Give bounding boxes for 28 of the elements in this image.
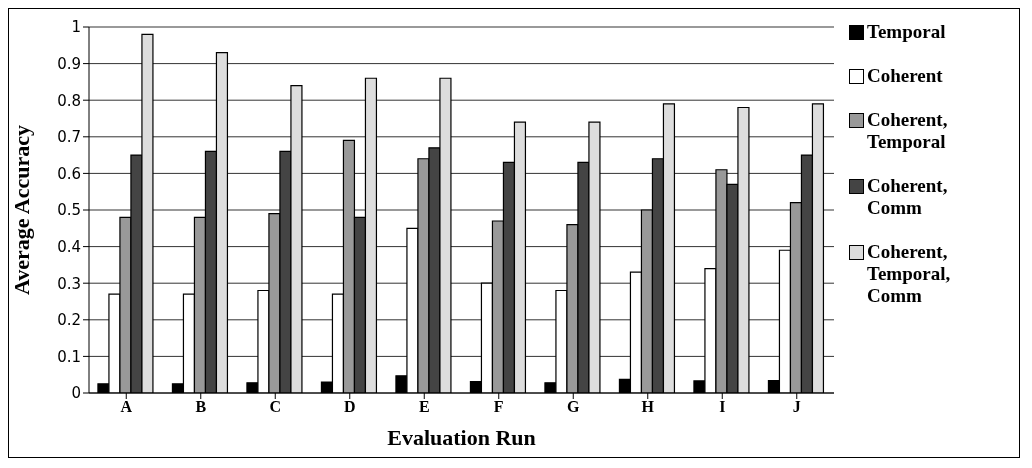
- y-tick-label: 0.1: [57, 347, 81, 366]
- y-tick-label: 0.9: [57, 54, 81, 73]
- y-tick-label: 0.6: [57, 164, 81, 183]
- legend-label: Coherent, Temporal, Comm: [867, 241, 952, 307]
- legend-label: Coherent, Temporal: [867, 109, 949, 153]
- y-tick-label: 1: [71, 18, 81, 37]
- x-tick-label: E: [418, 398, 430, 416]
- x-tick-label: H: [641, 398, 655, 416]
- y-axis-title: Average Accuracy: [8, 124, 34, 296]
- y-tick-label: 0.5: [57, 201, 81, 220]
- y-tick-label: 0.2: [57, 311, 81, 330]
- y-tick-label: 0: [71, 384, 81, 403]
- x-tick-label: F: [493, 398, 504, 416]
- x-tick-label: G: [567, 398, 581, 416]
- legend-label: Temporal: [867, 21, 947, 43]
- x-tick-label: I: [719, 398, 726, 416]
- y-tick-label: 0.3: [57, 274, 81, 293]
- x-tick-label: A: [120, 398, 133, 416]
- x-tick-label: D: [343, 398, 356, 416]
- y-tick-label: 0.8: [57, 91, 81, 110]
- x-axis-title: Evaluation Run: [387, 425, 536, 450]
- legend-label: Coherent, Comm: [867, 175, 949, 219]
- x-tick-label: C: [269, 398, 282, 416]
- y-tick-label: 0.7: [57, 128, 81, 147]
- x-tick-label: J: [792, 398, 801, 416]
- legend-label: Coherent: [867, 65, 944, 87]
- y-tick-label: 0.4: [57, 237, 81, 256]
- x-tick-label: B: [195, 398, 207, 416]
